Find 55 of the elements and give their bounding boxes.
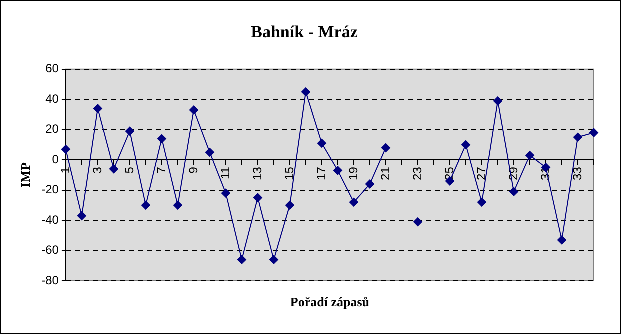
x-tick-label: 27 xyxy=(474,166,488,180)
y-tick-label: 0 xyxy=(52,152,60,166)
y-tick-label: -60 xyxy=(42,243,60,258)
x-tick-label: 23 xyxy=(410,166,424,180)
x-tick-label: 19 xyxy=(346,166,360,180)
chart-title: Bahník - Mráz xyxy=(251,22,358,42)
x-axis-title: Pořadí zápasů xyxy=(290,294,370,310)
x-tick-label: 29 xyxy=(506,166,520,180)
x-tick-label: 3 xyxy=(90,166,104,174)
point xyxy=(253,193,262,202)
point xyxy=(61,145,70,154)
point xyxy=(365,180,374,189)
point xyxy=(77,212,86,221)
point xyxy=(109,164,118,174)
point xyxy=(413,218,422,227)
point xyxy=(125,126,134,136)
point xyxy=(590,128,598,138)
point xyxy=(349,198,358,207)
x-tick-label: 33 xyxy=(570,166,584,180)
x-tick-label: 5 xyxy=(122,166,136,174)
point xyxy=(221,188,230,198)
point xyxy=(237,255,246,264)
x-tick-label: 21 xyxy=(378,166,392,180)
point xyxy=(525,151,534,160)
point xyxy=(381,143,390,152)
x-tick-label: 11 xyxy=(218,166,232,180)
y-axis-title: IMP xyxy=(18,162,34,188)
point xyxy=(509,187,518,196)
point xyxy=(477,198,486,207)
point xyxy=(333,166,342,176)
y-tick-label: 40 xyxy=(46,92,60,106)
y-tick-label: 20 xyxy=(46,122,60,136)
x-tick-label: 13 xyxy=(250,166,264,180)
point xyxy=(269,255,278,264)
x-tick-label: 9 xyxy=(186,166,200,174)
point xyxy=(157,134,166,144)
point xyxy=(557,236,566,245)
point xyxy=(173,200,182,210)
point xyxy=(205,148,214,158)
point xyxy=(301,88,310,97)
x-tick-label: 17 xyxy=(314,166,328,180)
point xyxy=(93,104,102,114)
point xyxy=(141,200,150,210)
y-tick-label: 60 xyxy=(46,62,60,76)
point xyxy=(189,106,198,115)
point xyxy=(574,132,582,142)
point xyxy=(285,200,294,210)
point xyxy=(461,140,470,150)
x-tick-label: 7 xyxy=(154,166,168,174)
point xyxy=(317,138,326,148)
x-tick-label: 15 xyxy=(282,166,296,180)
y-tick-label: -20 xyxy=(42,182,60,197)
y-tick-label: -80 xyxy=(42,273,60,288)
point xyxy=(493,96,502,106)
y-tick-label: -40 xyxy=(42,212,60,227)
